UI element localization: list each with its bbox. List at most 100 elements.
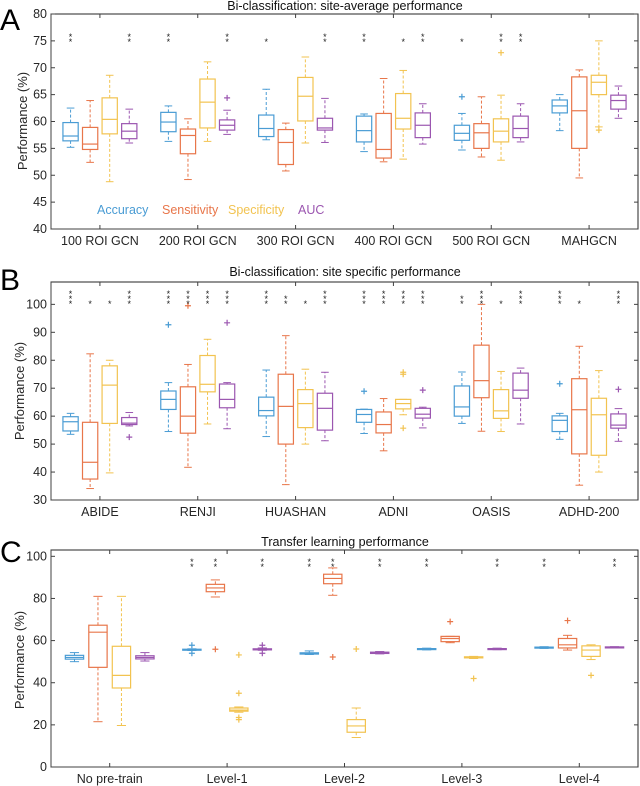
significance-star: * — [362, 289, 366, 299]
box-iqr — [375, 411, 392, 434]
significance-star: * — [542, 562, 546, 572]
significance-star: * — [167, 37, 171, 47]
significance-star: * — [425, 557, 429, 567]
box-iqr — [88, 624, 108, 668]
significance-star: * — [421, 299, 425, 309]
significance-star: * — [304, 299, 308, 309]
outlier-marker — [224, 94, 231, 101]
significance-star: * — [362, 32, 366, 42]
significance-star: * — [225, 37, 229, 47]
box-iqr — [101, 365, 118, 425]
y-tick-label: 30 — [33, 493, 47, 507]
significance-star: * — [519, 289, 523, 299]
box-sensitivity — [473, 96, 490, 158]
outlier-marker — [188, 650, 195, 657]
plot-c: 0 20 40 60 80 100 No pre-train Level-1 Level-2 Le… — [26, 549, 639, 786]
panel-c: C Transfer learning performance Performa… — [0, 535, 429, 709]
outlier-marker — [184, 302, 191, 309]
x-tick-label: ABIDE — [81, 505, 119, 519]
y-tick-label: 50 — [33, 168, 47, 182]
outlier-marker — [564, 617, 571, 624]
significance-star: * — [460, 37, 464, 47]
significance-star: * — [323, 37, 327, 47]
box-iqr — [571, 378, 588, 455]
outlier-marker — [595, 127, 602, 134]
significance-star: * — [425, 562, 429, 572]
significance-star: * — [261, 562, 265, 572]
outlier-marker — [188, 642, 195, 649]
box-iqr — [199, 78, 216, 129]
box-iqr — [179, 386, 197, 434]
x-tick-label: 400 ROI GCN — [355, 234, 433, 248]
significance-star: * — [519, 294, 523, 304]
significance-star: * — [378, 557, 382, 567]
box-iqr — [610, 413, 627, 429]
significance-star: * — [69, 299, 73, 309]
box-iqr — [551, 415, 568, 433]
box-auc — [487, 647, 507, 651]
box-sensitivity — [277, 335, 295, 486]
x-tick-label: Level-3 — [441, 772, 482, 786]
significance-star: * — [480, 299, 484, 309]
box-iqr — [297, 389, 314, 429]
box-iqr — [316, 117, 334, 131]
y-tick-label: 60 — [33, 634, 47, 648]
box-accuracy — [551, 94, 568, 132]
panel-a-ylabel: Performance (%) — [15, 72, 30, 170]
significance-star: * — [421, 32, 425, 42]
outlier-marker — [556, 380, 563, 387]
box-sensitivity — [375, 78, 392, 163]
box-auc — [135, 652, 155, 662]
box-accuracy — [551, 380, 568, 440]
significance-star: * — [617, 289, 621, 299]
y-tick-label: 60 — [33, 409, 47, 423]
box-auc — [218, 94, 236, 135]
significance-star: * — [206, 289, 210, 299]
y-tick-label: 100 — [26, 549, 47, 563]
box-iqr — [581, 645, 601, 657]
box-iqr — [316, 392, 334, 431]
y-tick-label: 80 — [33, 591, 47, 605]
x-tick-label: Level-1 — [207, 772, 248, 786]
significance-star: * — [69, 289, 73, 299]
box-iqr — [590, 74, 608, 96]
box-iqr — [179, 128, 197, 155]
x-tick-label: ADHD-200 — [559, 505, 619, 519]
plot-b: 30 40 50 60 70 80 90 100 ABIDE RENJI HUASHAN ADNI OA… — [26, 281, 639, 519]
plot-area-frame — [50, 281, 639, 501]
significance-star: * — [401, 294, 405, 304]
outlier-marker — [259, 650, 266, 657]
significance-star: * — [378, 562, 382, 572]
significance-star: * — [167, 32, 171, 42]
outlier-marker — [259, 642, 266, 649]
box-auc — [604, 646, 625, 649]
box-sensitivity — [557, 617, 578, 651]
plot-a: 40 45 50 55 60 65 70 75 80 100 ROI GCN 200 ROI GCN… — [33, 7, 639, 248]
box-accuracy — [355, 388, 373, 434]
box-accuracy — [64, 652, 85, 663]
significance-star: * — [225, 294, 229, 304]
significance-star: * — [69, 294, 73, 304]
significance-star: * — [214, 557, 218, 567]
box-iqr — [62, 416, 79, 432]
significance-star: * — [167, 299, 171, 309]
significance-star: * — [128, 32, 132, 42]
outlier-marker — [615, 386, 622, 393]
significance-star: * — [167, 294, 171, 304]
significance-star: * — [495, 557, 499, 567]
outlier-marker — [329, 654, 336, 661]
box-auc — [369, 651, 390, 655]
box-iqr — [473, 123, 490, 149]
x-tick-label: OASIS — [472, 505, 510, 519]
outlier-marker — [458, 93, 465, 100]
significance-star: * — [362, 299, 366, 309]
significance-star: * — [499, 299, 503, 309]
box-auc — [414, 387, 431, 429]
box-iqr — [473, 344, 490, 399]
significance-star: * — [261, 557, 265, 567]
y-tick-label: 70 — [33, 381, 47, 395]
significance-star: * — [480, 289, 484, 299]
significance-star: * — [186, 289, 190, 299]
box-sensitivity — [81, 100, 99, 163]
